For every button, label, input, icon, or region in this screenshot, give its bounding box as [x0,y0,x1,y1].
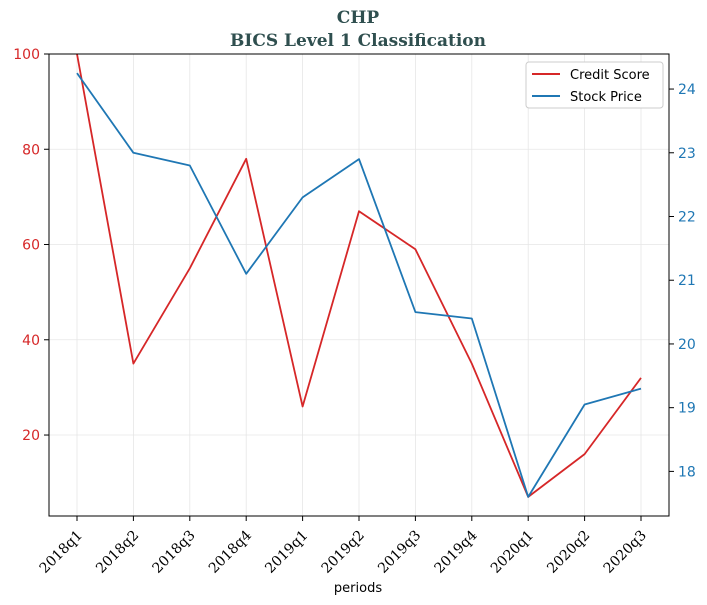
left-tick-label: 60 [22,238,40,254]
grid [49,53,669,516]
series-layer [76,53,642,498]
x-axis: 2018q1 2018q2 2018q3 2018q4 2019q1 2019q2 2019… [37,516,650,577]
x-tick-label: 2019q2 [319,528,368,577]
right-tick-label: 19 [678,401,696,417]
x-tick-label: 2018q4 [206,527,255,576]
legend-label: Stock Price [570,90,642,105]
legend: Credit Score Stock Price [525,61,664,109]
x-tick-label: 2020q2 [544,528,593,577]
left-axis: 20 40 60 80 100 [13,47,49,444]
x-tick-label: 2018q1 [37,528,86,577]
legend-label: Credit Score [570,68,650,83]
right-tick-label: 23 [678,146,696,162]
right-tick-label: 24 [678,82,696,98]
right-tick-label: 22 [678,209,696,225]
right-tick-label: 20 [678,337,696,353]
left-tick-label: 40 [22,333,40,349]
series-line-credit-score [76,53,642,498]
series-line-stock-price [76,72,642,498]
x-tick-label: 2019q3 [375,528,424,577]
left-tick-label: 20 [22,428,40,444]
x-axis-label: periods [334,581,382,596]
x-tick-label: 2020q1 [488,528,537,577]
right-tick-label: 21 [678,273,696,289]
chart-title: CHP [337,8,380,28]
right-tick-label: 18 [678,464,696,480]
x-tick-label: 2020q3 [601,528,650,577]
left-tick-label: 80 [22,142,40,158]
x-tick-label: 2018q2 [93,528,142,577]
x-tick-label: 2019q1 [262,528,311,577]
right-axis: 18 19 20 21 22 23 24 [669,82,696,480]
x-tick-label: 2018q3 [149,528,198,577]
legend-box [525,61,664,109]
left-tick-label: 100 [13,47,40,63]
chart-subtitle: BICS Level 1 Classification [230,31,486,51]
x-tick-label: 2019q4 [431,527,480,576]
